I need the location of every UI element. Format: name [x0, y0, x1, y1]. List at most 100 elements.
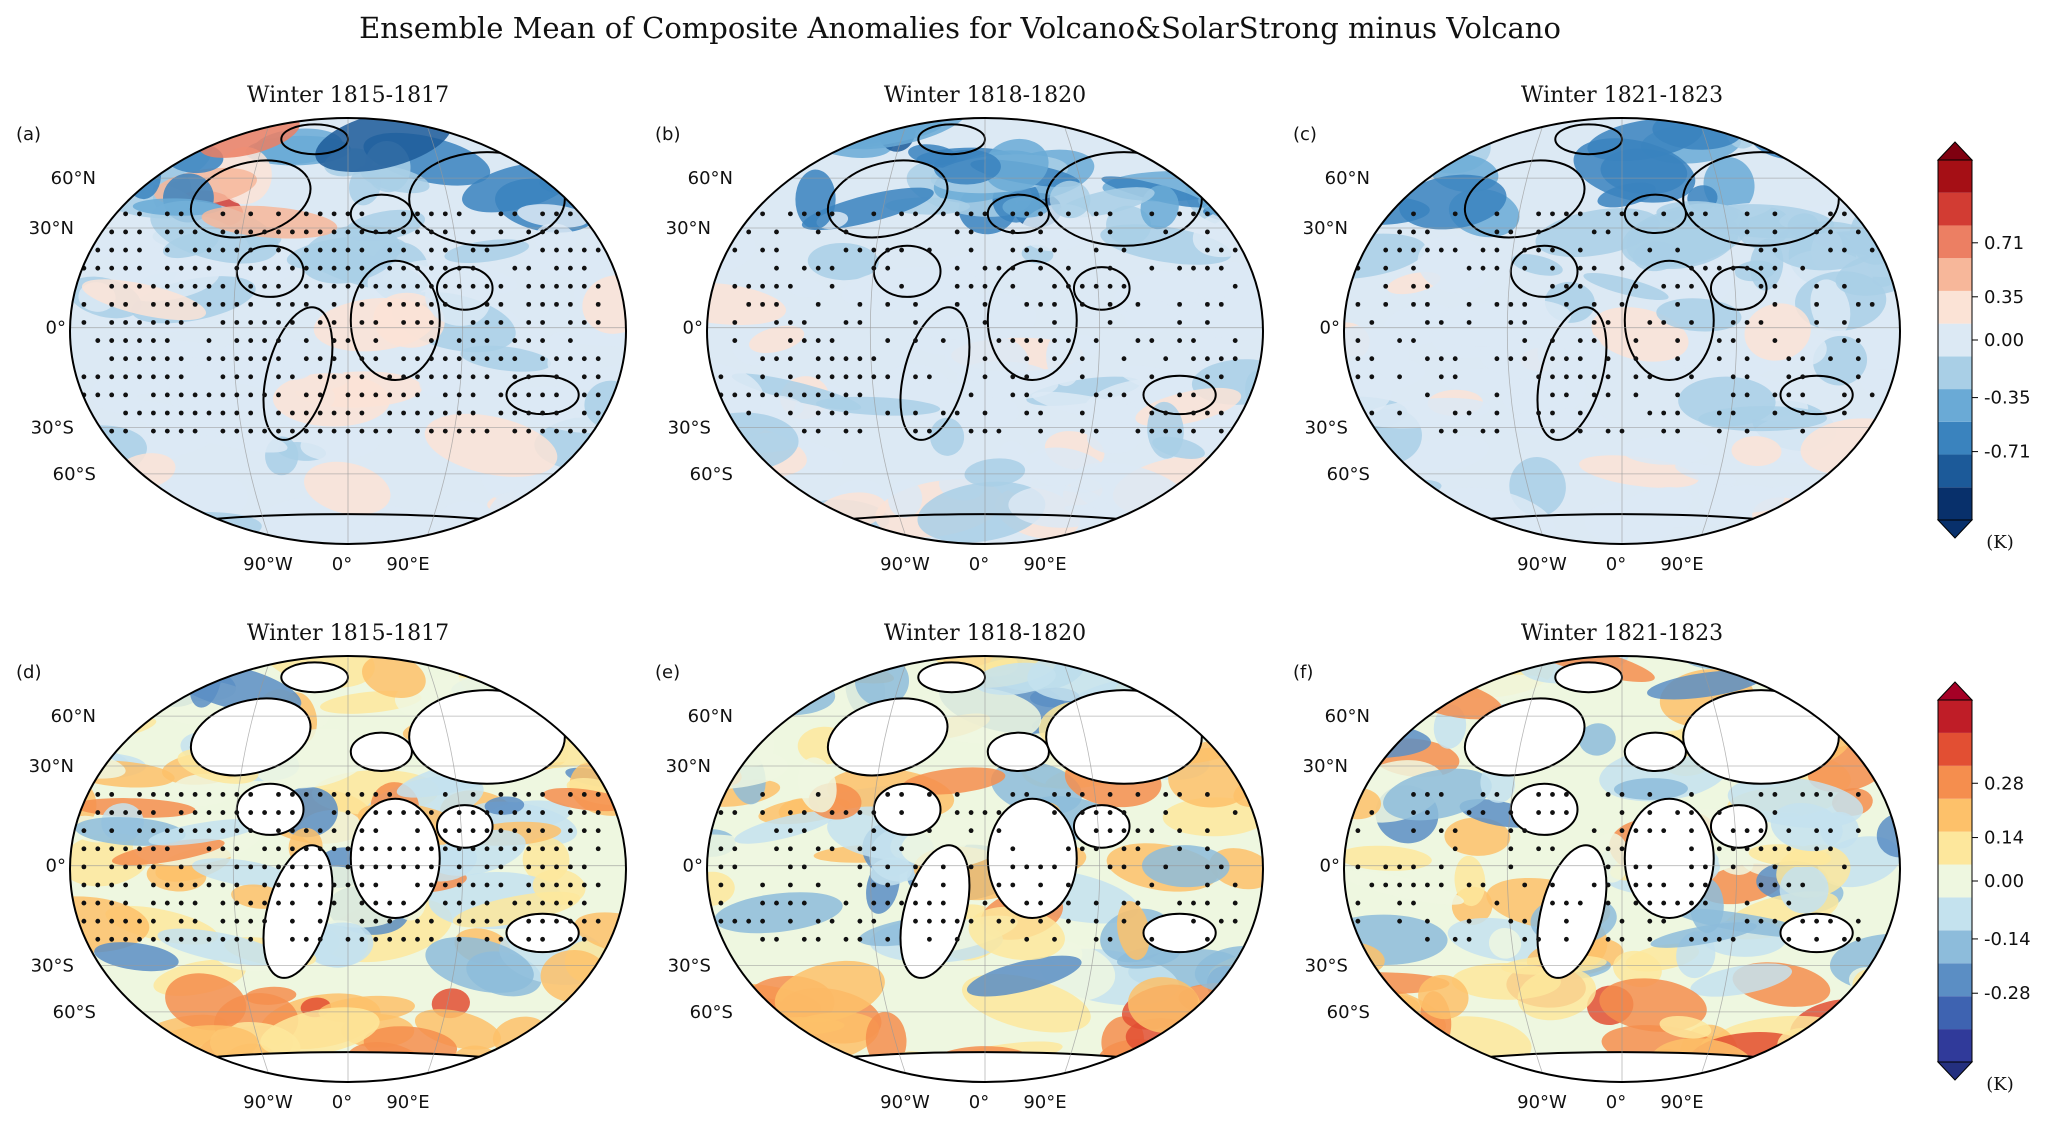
- lon-tick-label: 90°W: [1517, 1092, 1567, 1113]
- lon-tick-label: 90°W: [243, 1092, 293, 1113]
- lat-tick-label: 0°: [46, 856, 66, 877]
- lon-tick-label: 90°W: [1517, 554, 1567, 575]
- colorbar-swatch: [1938, 258, 1972, 291]
- lon-tick-label: 90°E: [1660, 1092, 1703, 1113]
- lon-tick-label: 0°: [1606, 1092, 1626, 1113]
- map-outline: [69, 117, 627, 545]
- lon-tick-label: 90°E: [1023, 554, 1066, 575]
- landmass: [872, 782, 942, 836]
- lon-tick-label: 90°E: [386, 1092, 429, 1113]
- lat-tick-label: 60°N: [1325, 168, 1370, 189]
- colorbar-swatch: [1938, 160, 1972, 193]
- landmass: [408, 689, 566, 785]
- lat-tick-label: 30°S: [1305, 955, 1348, 976]
- lat-tick-label: 30°S: [31, 955, 74, 976]
- colorbar-swatch: [1938, 765, 1972, 799]
- map-panel-d: Winter 1815-1817 (d) 60°N 30°N 0° 30°S 60°S 90°…: [16, 621, 627, 1113]
- map-outline: [69, 655, 627, 1083]
- significance-stippling: [81, 792, 601, 942]
- landmass: [1536, 306, 1608, 441]
- colorbar-tick-label: -0.35: [1984, 388, 2031, 409]
- landmass: [1623, 731, 1687, 773]
- colorbar-swatch: [1938, 421, 1972, 455]
- lon-tick-label: 0°: [969, 1092, 989, 1113]
- colorbar-swatch: [1938, 454, 1972, 488]
- lat-tick-label: 60°S: [1327, 464, 1370, 485]
- panel-title: Winter 1821-1823: [1521, 621, 1723, 646]
- landmass: [1509, 782, 1579, 836]
- landmass: [1623, 797, 1715, 919]
- map-panel-e: Winter 1818-1820 (e) 60°N 30°N 0° 30°S 60°S 90°…: [655, 621, 1264, 1113]
- lat-tick-label: 0°: [46, 318, 66, 339]
- lat-tick-label: 30°S: [31, 417, 74, 438]
- panel-title: Winter 1821-1823: [1521, 83, 1723, 108]
- map-outline: [706, 117, 1264, 545]
- panel-title: Winter 1815-1817: [247, 621, 449, 646]
- landmass: [235, 244, 305, 298]
- lat-tick-label: 30°N: [29, 218, 74, 239]
- lat-tick-label: 30°N: [666, 218, 711, 239]
- landmass: [1709, 804, 1768, 849]
- colorbar-temperature: 0.71 0.35 0.00 -0.35 -0.71 (K): [1936, 141, 2031, 553]
- landmass: [435, 804, 494, 849]
- lon-tick-label: 90°W: [243, 554, 293, 575]
- lat-tick-label: 30°N: [666, 756, 711, 777]
- map-panel-b: Winter 1818-1820 (b) 60°N 30°N 0° 30°S 60°S 90°…: [655, 83, 1264, 575]
- colorbar-swatch: [1938, 290, 1972, 324]
- panel-title: Winter 1818-1820: [884, 83, 1086, 108]
- colorbar-swatch: [1938, 356, 1972, 390]
- lon-tick-label: 0°: [969, 554, 989, 575]
- lat-tick-label: 30°N: [1303, 218, 1348, 239]
- landmass: [1779, 374, 1854, 416]
- panel-label: (f): [1293, 662, 1313, 683]
- colorbar-swatch: [1938, 732, 1972, 766]
- colorbar-swatch: [1938, 996, 1972, 1030]
- landmass: [1623, 259, 1715, 381]
- lon-tick-label: 90°E: [1660, 554, 1703, 575]
- lat-tick-label: 60°S: [1327, 1002, 1370, 1023]
- panel-title: Winter 1818-1820: [884, 621, 1086, 646]
- colorbar-ocean: 0.28 0.14 0.00 -0.14 -0.28 (K): [1936, 681, 2031, 1095]
- map-outline: [1343, 655, 1901, 1083]
- landmass: [1536, 844, 1608, 979]
- lat-tick-label: 30°S: [668, 417, 711, 438]
- colorbar-swatch: [1938, 192, 1972, 226]
- landmass: [262, 306, 334, 441]
- colorbar-swatch: [1938, 930, 1972, 964]
- lon-tick-label: 0°: [1606, 554, 1626, 575]
- panel-label: (d): [16, 662, 41, 683]
- lon-tick-label: 90°E: [1023, 1092, 1066, 1113]
- landmass: [872, 244, 942, 298]
- colorbar-swatch: [1938, 798, 1972, 832]
- lat-tick-label: 60°S: [53, 464, 96, 485]
- panel-label: (c): [1293, 124, 1317, 145]
- landmass: [1045, 689, 1203, 785]
- lat-tick-label: 60°S: [53, 1002, 96, 1023]
- colorbar-tick-label: -0.71: [1984, 442, 2031, 463]
- colorbar-swatch: [1938, 487, 1972, 520]
- lat-tick-label: 60°S: [690, 1002, 733, 1023]
- panel-title: Winter 1815-1817: [247, 83, 449, 108]
- landmass: [986, 259, 1078, 381]
- landmass: [917, 661, 987, 694]
- landmass: [1072, 804, 1131, 849]
- significance-stippling: [81, 211, 601, 434]
- lat-tick-label: 60°N: [688, 706, 733, 727]
- landmass: [1709, 266, 1768, 311]
- landmass: [899, 306, 971, 441]
- colorbar-tick-label: 0.00: [1984, 330, 2024, 351]
- landmass: [1554, 661, 1624, 694]
- map-panel-a: Winter 1815-1817 (a) 60°N 30°N 0° 30°S 60°S 90°…: [16, 83, 627, 575]
- landmass: [1463, 159, 1586, 239]
- lat-tick-label: 0°: [1320, 856, 1340, 877]
- lat-tick-label: 60°N: [51, 168, 96, 189]
- map-panel-c: Winter 1821-1823 (c) 60°N 30°N 0° 30°S 60°S 90°…: [1293, 83, 1901, 575]
- panel-label: (b): [655, 124, 680, 145]
- lat-tick-label: 30°S: [668, 955, 711, 976]
- lon-tick-label: 90°W: [880, 554, 930, 575]
- landmass: [262, 844, 334, 979]
- colorbar-swatch: [1938, 323, 1972, 357]
- colorbar-swatch: [1938, 963, 1972, 997]
- colorbar-tick-label: 0.00: [1984, 871, 2024, 892]
- colorbar-over-triangle: [1936, 141, 1974, 161]
